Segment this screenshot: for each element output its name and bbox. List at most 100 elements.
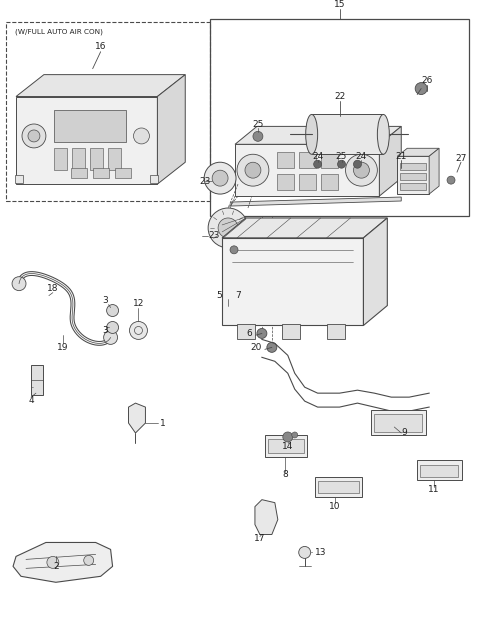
Text: 1: 1 bbox=[160, 419, 166, 428]
Bar bbox=[54, 111, 126, 142]
Text: 10: 10 bbox=[329, 502, 340, 511]
Bar bbox=[90, 148, 103, 170]
Polygon shape bbox=[157, 75, 185, 184]
Polygon shape bbox=[222, 218, 387, 238]
Ellipse shape bbox=[306, 115, 318, 155]
Polygon shape bbox=[16, 75, 185, 97]
Circle shape bbox=[267, 343, 277, 352]
Polygon shape bbox=[13, 542, 113, 582]
Bar bbox=[299, 174, 316, 190]
Bar bbox=[400, 163, 426, 170]
Text: 26: 26 bbox=[421, 76, 433, 85]
Text: 24: 24 bbox=[312, 152, 323, 161]
Circle shape bbox=[257, 328, 267, 338]
Text: 6: 6 bbox=[246, 329, 252, 338]
Text: 12: 12 bbox=[133, 299, 144, 308]
Circle shape bbox=[104, 330, 118, 345]
Circle shape bbox=[337, 160, 346, 168]
Bar bbox=[315, 477, 362, 497]
Polygon shape bbox=[235, 126, 401, 144]
Circle shape bbox=[130, 321, 147, 339]
Bar bbox=[71, 168, 87, 178]
Bar bbox=[54, 148, 67, 170]
Bar bbox=[282, 325, 300, 339]
Polygon shape bbox=[429, 148, 439, 194]
Text: 19: 19 bbox=[57, 343, 69, 352]
Circle shape bbox=[353, 160, 361, 168]
Text: 5: 5 bbox=[216, 291, 222, 300]
Bar bbox=[265, 435, 307, 457]
Text: 22: 22 bbox=[334, 92, 345, 101]
Polygon shape bbox=[16, 97, 157, 184]
Bar bbox=[277, 152, 294, 168]
Circle shape bbox=[346, 155, 377, 186]
Ellipse shape bbox=[377, 115, 389, 155]
Bar bbox=[115, 168, 131, 178]
Text: 3: 3 bbox=[103, 326, 108, 335]
Circle shape bbox=[204, 162, 236, 194]
Polygon shape bbox=[363, 218, 387, 325]
Bar bbox=[321, 174, 337, 190]
Circle shape bbox=[47, 556, 59, 569]
Bar bbox=[210, 19, 469, 216]
Circle shape bbox=[133, 128, 149, 144]
Text: 14: 14 bbox=[282, 442, 293, 451]
Text: 2: 2 bbox=[53, 562, 59, 571]
Circle shape bbox=[253, 131, 263, 141]
Bar bbox=[321, 152, 337, 168]
Circle shape bbox=[230, 246, 238, 254]
Bar bbox=[72, 148, 84, 170]
Circle shape bbox=[107, 321, 119, 334]
Bar bbox=[400, 173, 426, 180]
Text: 25: 25 bbox=[336, 152, 347, 161]
Polygon shape bbox=[397, 148, 439, 156]
Bar bbox=[326, 325, 345, 339]
Circle shape bbox=[313, 160, 322, 168]
Text: 7: 7 bbox=[235, 291, 241, 300]
Circle shape bbox=[22, 124, 46, 148]
Bar bbox=[374, 414, 422, 432]
Bar bbox=[237, 325, 255, 339]
Text: 27: 27 bbox=[456, 154, 467, 163]
Circle shape bbox=[245, 162, 261, 178]
Bar bbox=[31, 365, 43, 395]
Circle shape bbox=[107, 305, 119, 316]
Bar bbox=[299, 152, 316, 168]
Circle shape bbox=[218, 218, 238, 238]
Polygon shape bbox=[255, 500, 278, 535]
Polygon shape bbox=[129, 403, 145, 433]
Text: 11: 11 bbox=[428, 485, 440, 494]
Text: 24: 24 bbox=[356, 152, 367, 161]
Text: 23: 23 bbox=[200, 176, 211, 185]
Bar bbox=[277, 174, 294, 190]
Polygon shape bbox=[379, 126, 401, 196]
Circle shape bbox=[292, 432, 298, 438]
Text: 8: 8 bbox=[282, 470, 288, 479]
Polygon shape bbox=[235, 144, 379, 196]
Circle shape bbox=[299, 547, 311, 558]
Text: 23: 23 bbox=[208, 231, 220, 240]
Bar bbox=[108, 148, 120, 170]
Bar bbox=[400, 183, 426, 190]
Circle shape bbox=[12, 277, 26, 290]
Circle shape bbox=[84, 555, 94, 565]
Polygon shape bbox=[222, 238, 363, 325]
Circle shape bbox=[415, 82, 427, 95]
Text: 9: 9 bbox=[401, 428, 407, 437]
Text: 18: 18 bbox=[47, 284, 59, 293]
Polygon shape bbox=[312, 115, 384, 155]
Polygon shape bbox=[231, 197, 401, 206]
Bar bbox=[397, 156, 429, 194]
Text: 3: 3 bbox=[103, 296, 108, 305]
Text: 25: 25 bbox=[252, 120, 264, 129]
Circle shape bbox=[447, 176, 455, 184]
Text: 20: 20 bbox=[251, 343, 262, 352]
Bar bbox=[150, 175, 158, 183]
Bar bbox=[420, 465, 458, 477]
Circle shape bbox=[353, 162, 370, 178]
Text: 17: 17 bbox=[254, 534, 265, 543]
Circle shape bbox=[208, 208, 248, 248]
Bar bbox=[417, 460, 462, 480]
Circle shape bbox=[28, 130, 40, 142]
Circle shape bbox=[237, 155, 269, 186]
